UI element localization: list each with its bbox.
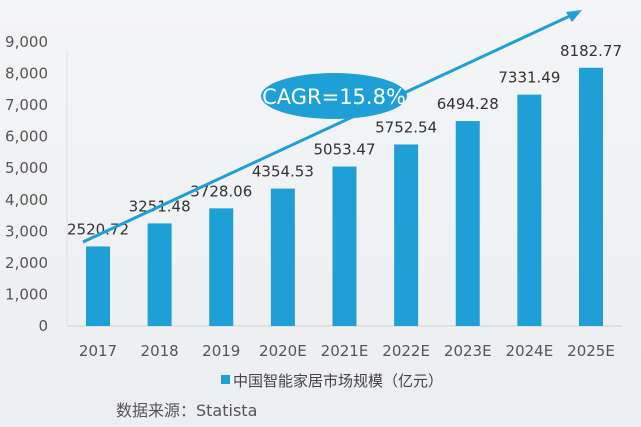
data-label: 8182.77	[560, 42, 622, 60]
x-tick-label: 2021E	[321, 342, 369, 360]
y-tick-label: 6,000	[5, 128, 48, 146]
y-axis: 0 1,000 2,000 3,000 4,000 5,000 6,000 7,000 8,00…	[5, 33, 48, 335]
bar	[579, 67, 603, 326]
trend-arrow	[82, 10, 582, 244]
legend-swatch	[221, 375, 230, 384]
data-label: 5752.54	[375, 118, 437, 136]
y-tick-label: 3,000	[5, 222, 48, 240]
y-tick-label: 7,000	[5, 96, 48, 114]
y-tick-label: 4,000	[5, 191, 48, 209]
cagr-label: CAGR=15.8%	[262, 85, 406, 109]
bar	[86, 246, 110, 326]
bar	[332, 166, 357, 326]
data-label: 4354.53	[252, 163, 314, 181]
y-tick-label: 1,000	[5, 285, 48, 303]
legend: 中国智能家居市场规模（亿元）	[221, 372, 443, 390]
bars: 2520.7220173251.4820183728.0620194354.53…	[67, 42, 622, 360]
y-tick-label: 2,000	[5, 254, 48, 272]
x-tick-label: 2020E	[259, 342, 307, 360]
x-tick-label: 2023E	[444, 342, 492, 360]
bar	[209, 208, 234, 326]
y-tick-label: 8,000	[5, 65, 48, 83]
data-label: 5053.47	[313, 141, 375, 159]
bar	[517, 94, 542, 326]
data-label: 2520.72	[67, 220, 129, 238]
data-label: 6494.28	[437, 95, 499, 113]
x-tick-label: 2017	[79, 342, 117, 360]
y-tick-label: 5,000	[5, 159, 48, 177]
bar	[147, 223, 172, 326]
x-tick-label: 2018	[141, 342, 179, 360]
cagr-bubble	[261, 73, 407, 119]
bar	[455, 121, 480, 326]
bar	[394, 144, 419, 326]
y-tick-label: 9,000	[5, 33, 48, 51]
bar	[270, 188, 295, 326]
data-label: 7331.49	[498, 69, 560, 87]
source-note: 数据来源：Statista	[116, 401, 257, 420]
x-tick-label: 2022E	[382, 342, 430, 360]
x-tick-label: 2025E	[567, 342, 615, 360]
data-label: 3728.06	[190, 182, 252, 200]
x-tick-label: 2024E	[506, 342, 554, 360]
legend-label: 中国智能家居市场规模（亿元）	[233, 372, 443, 390]
x-tick-label: 2019	[202, 342, 240, 360]
y-tick-label: 0	[38, 317, 48, 335]
